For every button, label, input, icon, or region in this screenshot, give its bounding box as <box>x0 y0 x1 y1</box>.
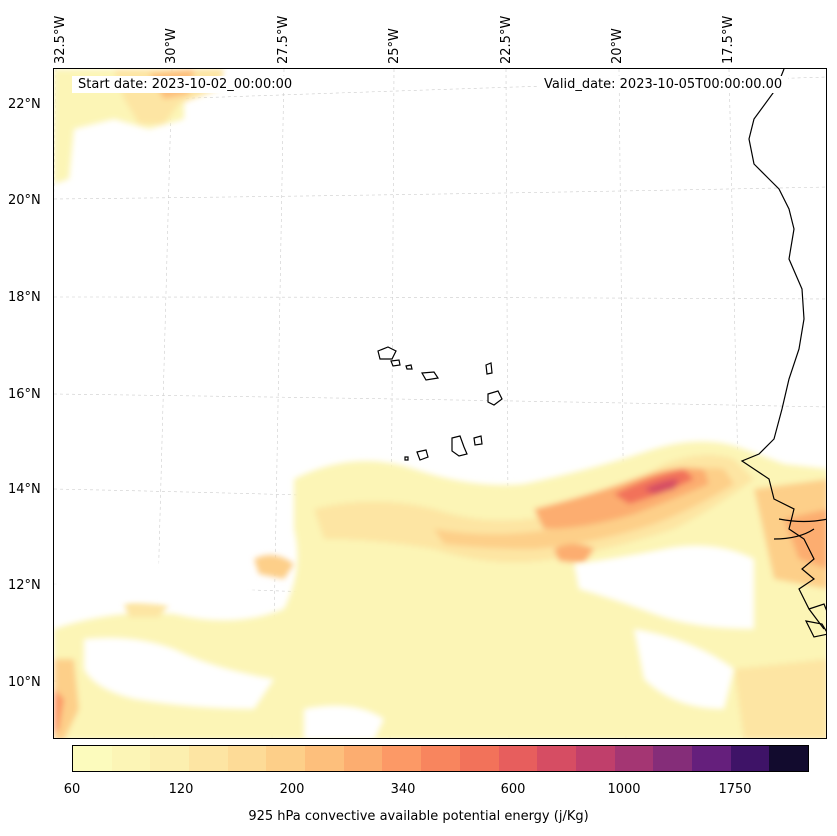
colorbar-segment <box>691 746 732 771</box>
latitude-label: 12°N <box>8 578 41 593</box>
colorbar-tick-label: 1000 <box>607 782 641 797</box>
colorbar-tick-label: 1750 <box>718 782 752 797</box>
colorbar-segment <box>769 746 809 771</box>
colorbar-segment <box>421 746 461 771</box>
colorbar-segment <box>343 746 383 771</box>
longitude-label: 22.5°W <box>499 15 514 64</box>
colorbar-segment <box>227 746 267 771</box>
cape-verde-islands <box>377 346 503 461</box>
colorbar-segment <box>150 746 190 771</box>
colorbar-tick-label: 200 <box>279 782 305 797</box>
longitude-label: 27.5°W <box>276 15 291 64</box>
latitude-label: 20°N <box>8 193 41 208</box>
colorbar-tick-label: 600 <box>500 782 526 797</box>
latitude-label: 22°N <box>8 97 41 112</box>
colorbar-tick-label: 340 <box>390 782 416 797</box>
colorbar-segment <box>73 746 113 771</box>
colorbar-tick-label: 120 <box>168 782 194 797</box>
colorbar <box>72 745 809 772</box>
longitude-label: 20°W <box>610 28 625 64</box>
map-panel <box>53 68 827 739</box>
colorbar-label: 925 hPa convective available potential e… <box>248 809 589 824</box>
colorbar-segment <box>575 746 616 771</box>
colorbar-segment <box>305 746 345 771</box>
cape-map <box>54 69 826 738</box>
colorbar-segment <box>537 746 577 771</box>
colorbar-segment <box>266 746 306 771</box>
cape-fields <box>54 69 826 738</box>
longitude-label: 30°W <box>164 28 179 64</box>
no-data-areas <box>54 539 754 738</box>
colorbar-segment <box>111 746 151 771</box>
colorbar-segment <box>382 746 422 771</box>
colorbar-segment <box>459 746 499 771</box>
colorbar-tick-label: 60 <box>63 782 81 797</box>
colorbar-segment <box>189 746 229 771</box>
valid-date-label: Valid_date: 2023-10-05T00:00:00.00 <box>538 76 789 93</box>
colorbar-segment <box>498 746 538 771</box>
longitude-label: 17.5°W <box>721 15 736 64</box>
longitude-label: 32.5°W <box>53 15 68 64</box>
longitude-label: 25°W <box>387 28 402 64</box>
start-date-label: Start date: 2023-10-02_00:00:00 <box>72 76 299 93</box>
latitude-label: 10°N <box>8 675 41 690</box>
colorbar-segment <box>614 746 654 771</box>
colorbar-segment <box>653 746 693 771</box>
colorbar-segment <box>730 746 770 771</box>
latitude-label: 16°N <box>8 387 41 402</box>
latitude-label: 18°N <box>8 290 41 305</box>
latitude-label: 14°N <box>8 482 41 497</box>
coastline <box>740 69 826 638</box>
